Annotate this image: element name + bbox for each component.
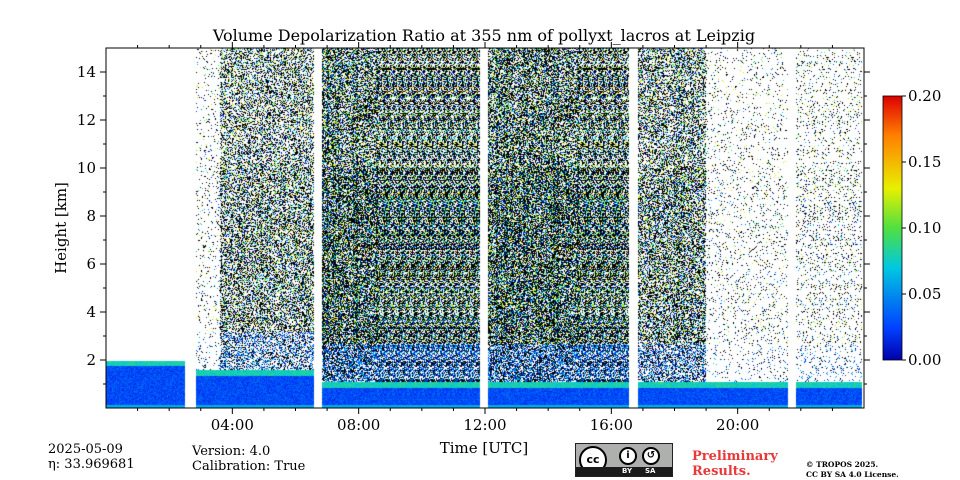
y-tick-label: 14	[77, 63, 96, 81]
y-tick-label: 12	[77, 111, 96, 129]
info-left: 2025-05-09 η: 33.969681	[48, 442, 135, 472]
colorbar-tick-label: 0.00	[908, 351, 941, 369]
cc-badge-bar	[576, 467, 672, 476]
y-tick-label: 4	[86, 303, 96, 321]
y-axis-label: Height [km]	[52, 182, 70, 274]
by-label: BY	[622, 467, 633, 475]
colorbar-tick-label: 0.10	[908, 219, 941, 237]
colorbar-ticks: 0.00 0.05 0.10 0.15 0.20	[902, 87, 941, 369]
depolarization-heatmap	[106, 48, 864, 408]
copyright-line-2: CC BY SA 4.0 License.	[806, 470, 899, 479]
y-tick-label: 2	[86, 351, 96, 369]
x-tick-label: 12:00	[463, 416, 506, 434]
version-label: Version: 4.0	[192, 444, 271, 459]
eta-label: η: 33.969681	[48, 457, 135, 472]
colorbar-tick-label: 0.15	[908, 153, 941, 171]
cc-license-badge[interactable]: cc i ↺ BY SA	[575, 443, 673, 477]
date-label: 2025-05-09	[48, 442, 123, 457]
colorbar-tick-label: 0.20	[908, 87, 941, 105]
chart-title: Volume Depolarization Ratio at 355 nm of…	[212, 26, 755, 45]
x-axis: 04:00 08:00 12:00 16:00 20:00	[137, 42, 833, 434]
x-tick-label: 08:00	[337, 416, 380, 434]
preliminary-line-1: Preliminary	[692, 449, 778, 464]
heatmap-plot-area	[106, 48, 864, 408]
copyright-line-1: © TROPOS 2025.	[806, 460, 879, 469]
preliminary-results-note: Preliminary Results.	[692, 449, 778, 479]
x-tick-label: 20:00	[716, 416, 759, 434]
copyright-note: © TROPOS 2025. CC BY SA 4.0 License.	[806, 460, 899, 480]
preliminary-line-2: Results.	[692, 464, 751, 479]
y-tick-label: 8	[86, 207, 96, 225]
x-tick-label: 16:00	[590, 416, 633, 434]
y-axis: 2 4 6 8 10 12 14	[77, 63, 870, 385]
x-tick-label: 04:00	[211, 416, 254, 434]
y-tick-label: 6	[86, 255, 96, 273]
colorbar-tick-label: 0.05	[908, 285, 941, 303]
info-version: Version: 4.0 Calibration: True	[192, 444, 305, 474]
sa-share-alike-icon: ↺	[642, 447, 660, 465]
y-tick-label: 10	[77, 159, 96, 177]
calibration-label: Calibration: True	[192, 459, 306, 474]
by-person-icon: i	[619, 447, 637, 465]
x-axis-label: Time [UTC]	[440, 439, 529, 457]
sa-label: SA	[645, 467, 656, 475]
colorbar	[882, 95, 903, 361]
